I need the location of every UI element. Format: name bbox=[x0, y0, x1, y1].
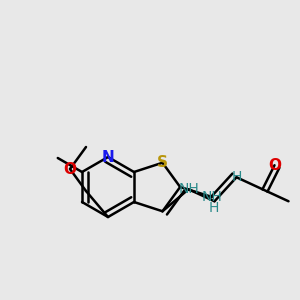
Text: S: S bbox=[157, 155, 168, 170]
Text: N: N bbox=[102, 149, 114, 164]
Text: NH: NH bbox=[202, 190, 223, 204]
Text: H: H bbox=[209, 201, 219, 215]
Text: O: O bbox=[268, 158, 281, 173]
Text: H: H bbox=[231, 170, 242, 184]
Text: NH: NH bbox=[178, 182, 199, 196]
Text: O: O bbox=[64, 161, 76, 176]
